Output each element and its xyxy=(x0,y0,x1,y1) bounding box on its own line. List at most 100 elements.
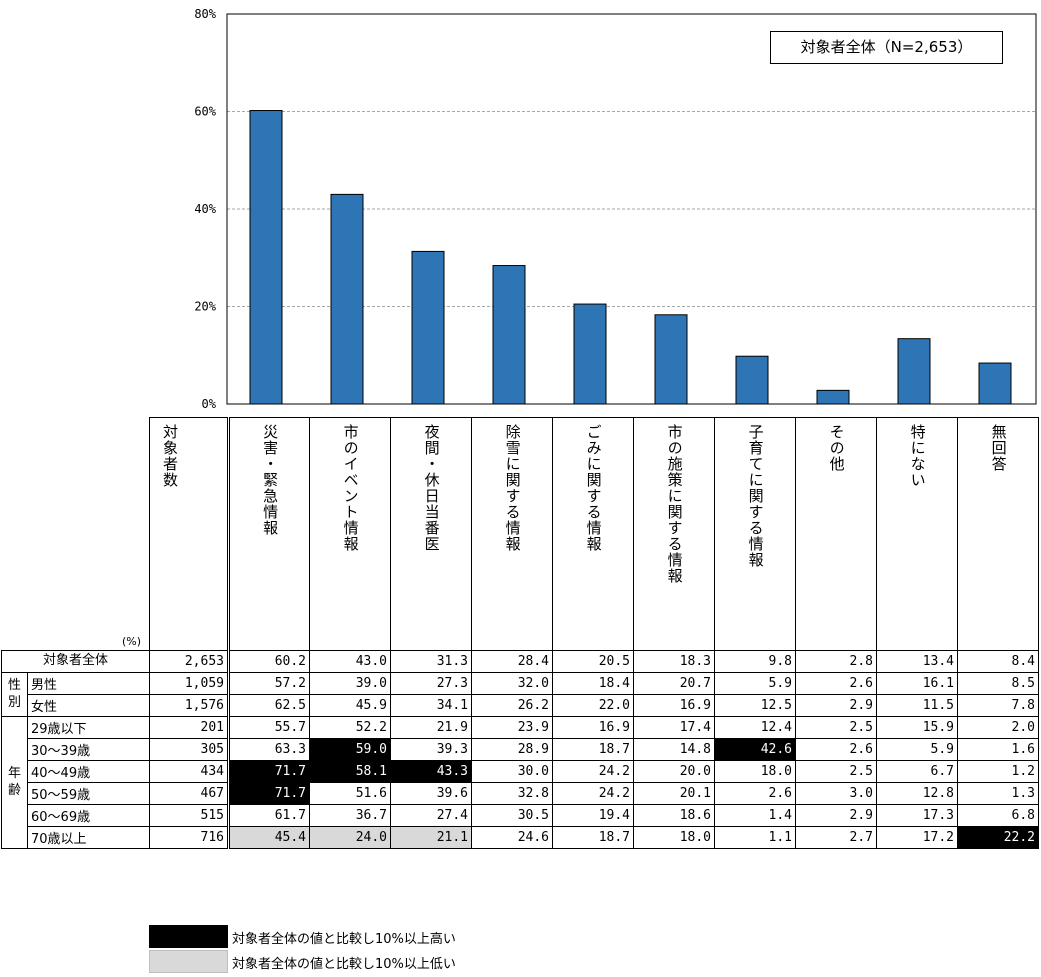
value-cell: 6.7 xyxy=(876,760,958,783)
row-label: 男性 xyxy=(27,672,150,695)
value-cell: 60.2 xyxy=(228,650,310,673)
count-cell: 2,653 xyxy=(149,650,230,673)
row-label: 50～59歳 xyxy=(27,782,150,805)
bar xyxy=(735,355,769,405)
table-row: 30～39歳 305 63.3 59.0 39.3 28.9 18.7 14.8 42.6 2.6… xyxy=(2,738,1039,761)
value-cell: 28.4 xyxy=(471,650,553,673)
plot-frame xyxy=(226,13,1037,405)
value-cell: 18.0 xyxy=(633,826,715,849)
column-header: その他 xyxy=(795,417,877,651)
value-cell: 23.9 xyxy=(471,716,553,739)
value-cell: 24.2 xyxy=(552,760,634,783)
row-label: 女性 xyxy=(27,694,150,717)
unit-label: (%) xyxy=(27,417,150,651)
value-cell: 21.1 xyxy=(390,826,472,849)
value-cell: 20.7 xyxy=(633,672,715,695)
table-row: 40～49歳 434 71.7 58.1 43.3 30.0 24.2 20.0 18.0 2.5… xyxy=(2,760,1039,783)
value-cell: 32.8 xyxy=(471,782,553,805)
value-cell: 12.4 xyxy=(714,716,796,739)
value-cell: 20.5 xyxy=(552,650,634,673)
column-header: 無回答 xyxy=(957,417,1039,651)
column-header: 夜間・休日当番医 xyxy=(390,417,472,651)
value-cell: 58.1 xyxy=(309,760,391,783)
value-cell: 2.6 xyxy=(714,782,796,805)
value-cell: 1.4 xyxy=(714,804,796,827)
table-row: 50～59歳 467 71.7 51.6 39.6 32.8 24.2 20.1 2.6 3.0 1… xyxy=(2,782,1039,805)
table-row: 70歳以上 716 45.4 24.0 21.1 24.6 18.7 18.0 1.1 2.7 17… xyxy=(2,826,1039,849)
count-cell: 467 xyxy=(149,782,230,805)
table-row: 女性 1,576 62.5 45.9 34.1 26.2 22.0 16.9 12.5 2.9 11… xyxy=(2,694,1039,717)
y-axis-ticks: 0% 20% 40% 60% 80% xyxy=(194,7,216,410)
value-cell: 16.9 xyxy=(552,716,634,739)
value-cell: 18.6 xyxy=(633,804,715,827)
count-cell: 434 xyxy=(149,760,230,783)
row-label: 70歳以上 xyxy=(27,826,150,849)
value-cell: 13.4 xyxy=(876,650,958,673)
value-cell: 18.4 xyxy=(552,672,634,695)
value-cell: 17.3 xyxy=(876,804,958,827)
data-table: (%) 対象者数 災害・緊急情報 市のイベント情報 夜間・休日当番医 除雪に関する情報… xyxy=(1,417,1039,849)
value-cell: 43.0 xyxy=(309,650,391,673)
value-cell: 24.0 xyxy=(309,826,391,849)
row-label: 対象者全体 xyxy=(1,650,150,673)
legend-swatch-high xyxy=(149,925,228,948)
value-cell: 19.4 xyxy=(552,804,634,827)
value-cell: 2.5 xyxy=(795,716,877,739)
value-cell: 21.9 xyxy=(390,716,472,739)
y-tick-label: 20% xyxy=(194,300,216,314)
value-cell: 28.9 xyxy=(471,738,553,761)
bar xyxy=(330,193,364,405)
value-cell: 6.8 xyxy=(957,804,1039,827)
value-cell: 45.9 xyxy=(309,694,391,717)
value-cell: 2.9 xyxy=(795,804,877,827)
column-header: 除雪に関する情報 xyxy=(471,417,553,651)
value-cell: 3.0 xyxy=(795,782,877,805)
value-cell: 11.5 xyxy=(876,694,958,717)
legend-label-low: 対象者全体の値と比較し10%以上低い xyxy=(232,957,456,972)
value-cell: 27.4 xyxy=(390,804,472,827)
value-cell: 5.9 xyxy=(714,672,796,695)
value-cell: 45.4 xyxy=(228,826,310,849)
value-cell: 51.6 xyxy=(309,782,391,805)
value-cell: 30.5 xyxy=(471,804,553,827)
legend-swatch-low xyxy=(149,950,228,973)
value-cell: 2.8 xyxy=(795,650,877,673)
value-cell: 18.7 xyxy=(552,738,634,761)
value-cell: 20.0 xyxy=(633,760,715,783)
value-cell: 17.2 xyxy=(876,826,958,849)
bar xyxy=(897,338,931,405)
value-cell: 5.9 xyxy=(876,738,958,761)
column-header: 市のイベント情報 xyxy=(309,417,391,651)
column-header: 特にない xyxy=(876,417,958,651)
value-cell: 14.8 xyxy=(633,738,715,761)
row-label: 30～39歳 xyxy=(27,738,150,761)
value-cell: 24.2 xyxy=(552,782,634,805)
row-label: 60～69歳 xyxy=(27,804,150,827)
value-cell: 2.5 xyxy=(795,760,877,783)
chart-annotation: 対象者全体（N=2,653） xyxy=(770,31,1003,64)
value-cell: 22.2 xyxy=(957,826,1039,849)
column-header: 市の施策に関する情報 xyxy=(633,417,715,651)
value-cell: 18.3 xyxy=(633,650,715,673)
value-cell: 1.1 xyxy=(714,826,796,849)
corner-blank xyxy=(2,418,28,651)
legend-label-high: 対象者全体の値と比較し10%以上高い xyxy=(232,932,456,947)
header-count: 対象者数 xyxy=(149,417,230,651)
value-cell: 55.7 xyxy=(228,716,310,739)
bar xyxy=(573,303,607,405)
value-cell: 63.3 xyxy=(228,738,310,761)
value-cell: 30.0 xyxy=(471,760,553,783)
row-group-label: 年齢 xyxy=(1,716,28,849)
value-cell: 18.0 xyxy=(714,760,796,783)
value-cell: 71.7 xyxy=(228,782,310,805)
value-cell: 8.5 xyxy=(957,672,1039,695)
bar xyxy=(654,314,688,405)
bar xyxy=(492,265,526,405)
value-cell: 2.7 xyxy=(795,826,877,849)
value-cell: 2.9 xyxy=(795,694,877,717)
bar xyxy=(411,250,445,405)
value-cell: 2.6 xyxy=(795,738,877,761)
bar xyxy=(978,362,1012,405)
value-cell: 39.3 xyxy=(390,738,472,761)
value-cell: 22.0 xyxy=(552,694,634,717)
